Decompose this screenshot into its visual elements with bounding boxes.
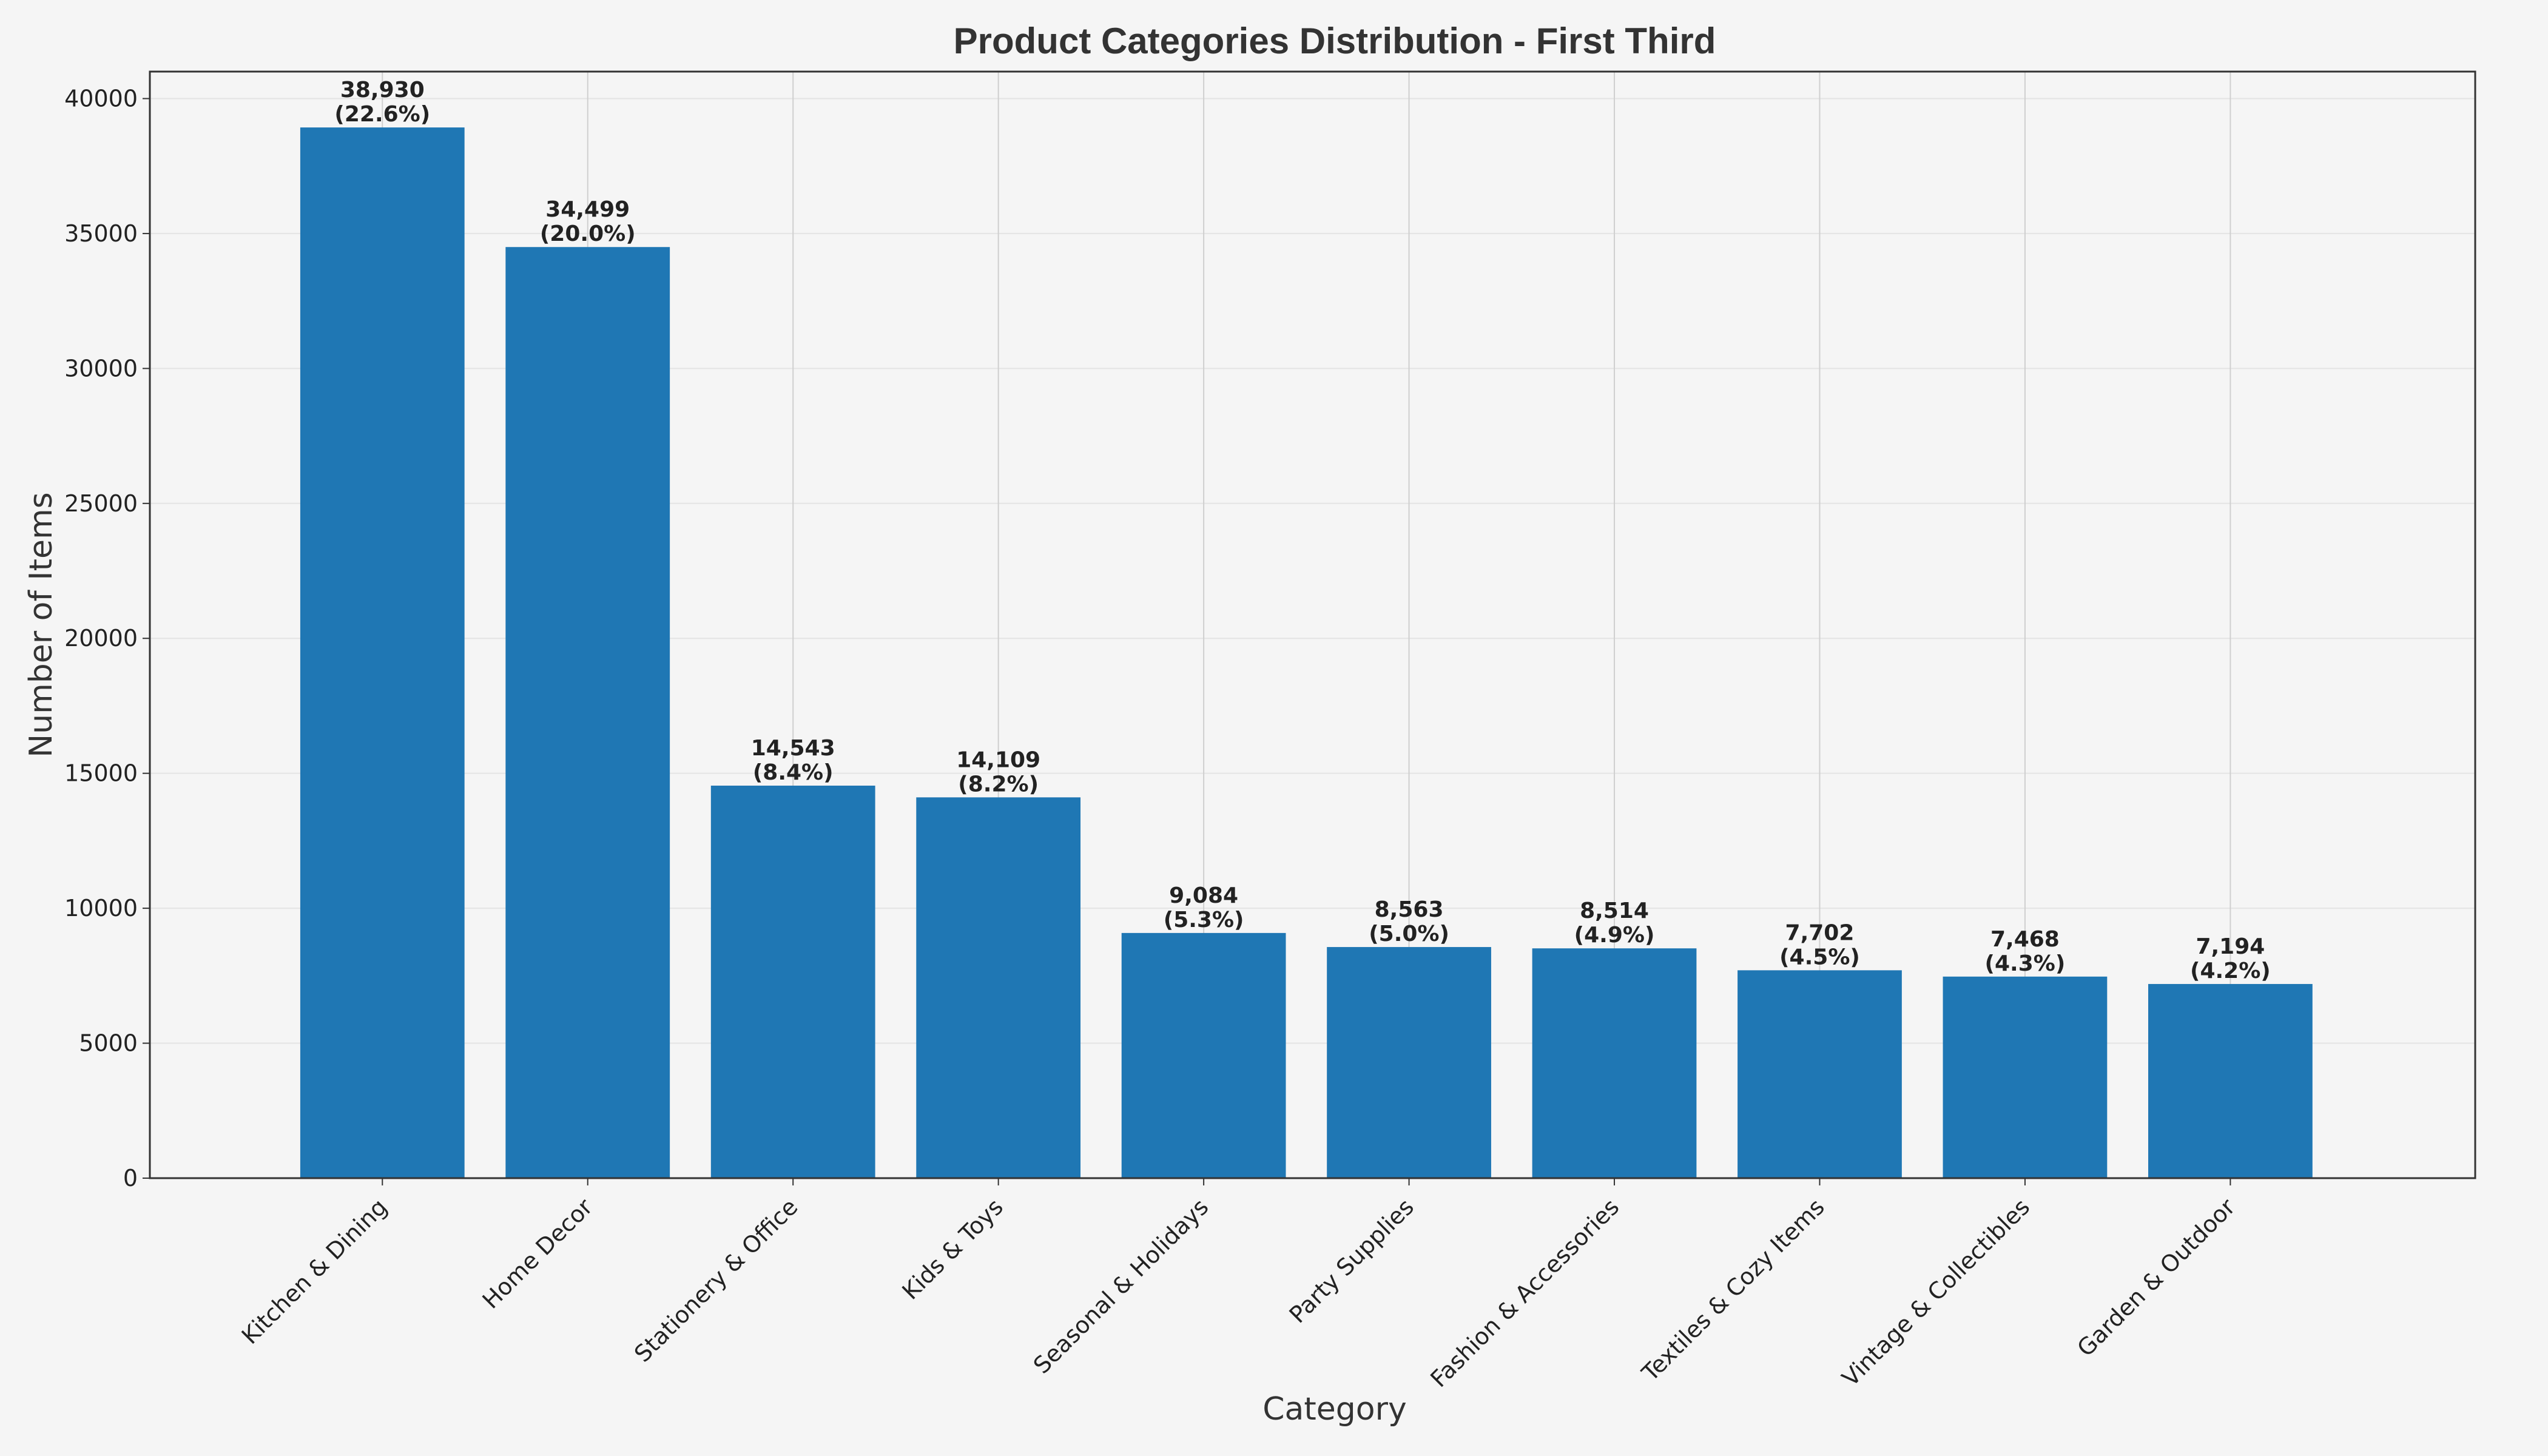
- bar-value-label: 14,543: [751, 736, 835, 761]
- bar-2: [710, 786, 875, 1178]
- bar-percent-label: (8.4%): [753, 760, 834, 785]
- bar-5: [1327, 947, 1491, 1178]
- y-tick-label: 15000: [64, 760, 138, 787]
- bar-6: [1532, 948, 1697, 1178]
- bar-value-label: 9,084: [1169, 883, 1238, 908]
- bar-3: [916, 797, 1081, 1178]
- y-tick-label: 25000: [64, 490, 138, 517]
- bar-value-label: 7,194: [2196, 934, 2265, 959]
- bar-percent-label: (4.9%): [1574, 923, 1655, 948]
- bar-percent-label: (5.3%): [1164, 908, 1244, 932]
- bar-percent-label: (4.5%): [1779, 945, 1860, 969]
- axes-frame: [149, 70, 2476, 1179]
- y-tick-label: 35000: [64, 220, 138, 247]
- bar-value-label: 8,563: [1375, 897, 1444, 922]
- bar-percent-label: (20.0%): [540, 221, 636, 246]
- y-axis-label: Number of Items: [23, 492, 59, 758]
- bar-percent-label: (8.2%): [958, 772, 1039, 797]
- bar-value-label: 7,468: [1990, 927, 2060, 952]
- bar-9: [2148, 983, 2313, 1178]
- y-tick-label: 40000: [64, 85, 138, 112]
- y-tick-label: 30000: [64, 355, 138, 382]
- bar-percent-label: (4.2%): [2190, 959, 2271, 983]
- y-axis-ticks: 0 5000 10000 15000 20000 25000 30000 35000 40000: [64, 85, 150, 1191]
- bar-percent-label: (5.0%): [1369, 922, 1449, 946]
- bar-4: [1121, 932, 1286, 1178]
- bar-8: [1943, 976, 2108, 1178]
- x-axis-label: Category: [1262, 1391, 1407, 1427]
- chart-title: Product Categories Distribution - First …: [954, 21, 1716, 61]
- bar-0: [300, 127, 465, 1179]
- y-tick-label: 10000: [64, 895, 138, 922]
- bar-value-label: 38,930: [340, 78, 425, 103]
- plot-area: [150, 72, 2475, 1178]
- data-labels: 38,930(22.6%) 34,499(20.0%) 14,543(8.4%) 14…: [334, 78, 2270, 983]
- y-tick-label: 20000: [64, 625, 138, 652]
- bar-percent-label: (22.6%): [334, 102, 430, 127]
- bar-value-label: 7,702: [1785, 920, 1855, 945]
- bar-value-label: 14,109: [956, 747, 1040, 772]
- bar-percent-label: (4.3%): [1985, 951, 2066, 976]
- bar-7: [1737, 970, 1902, 1178]
- bar-value-label: 34,499: [545, 197, 630, 222]
- bars: [300, 127, 2313, 1179]
- bar-value-label: 8,514: [1580, 898, 1649, 923]
- y-tick-label: 0: [123, 1165, 138, 1191]
- y-tick-label: 5000: [79, 1030, 138, 1057]
- bar-1: [505, 247, 670, 1178]
